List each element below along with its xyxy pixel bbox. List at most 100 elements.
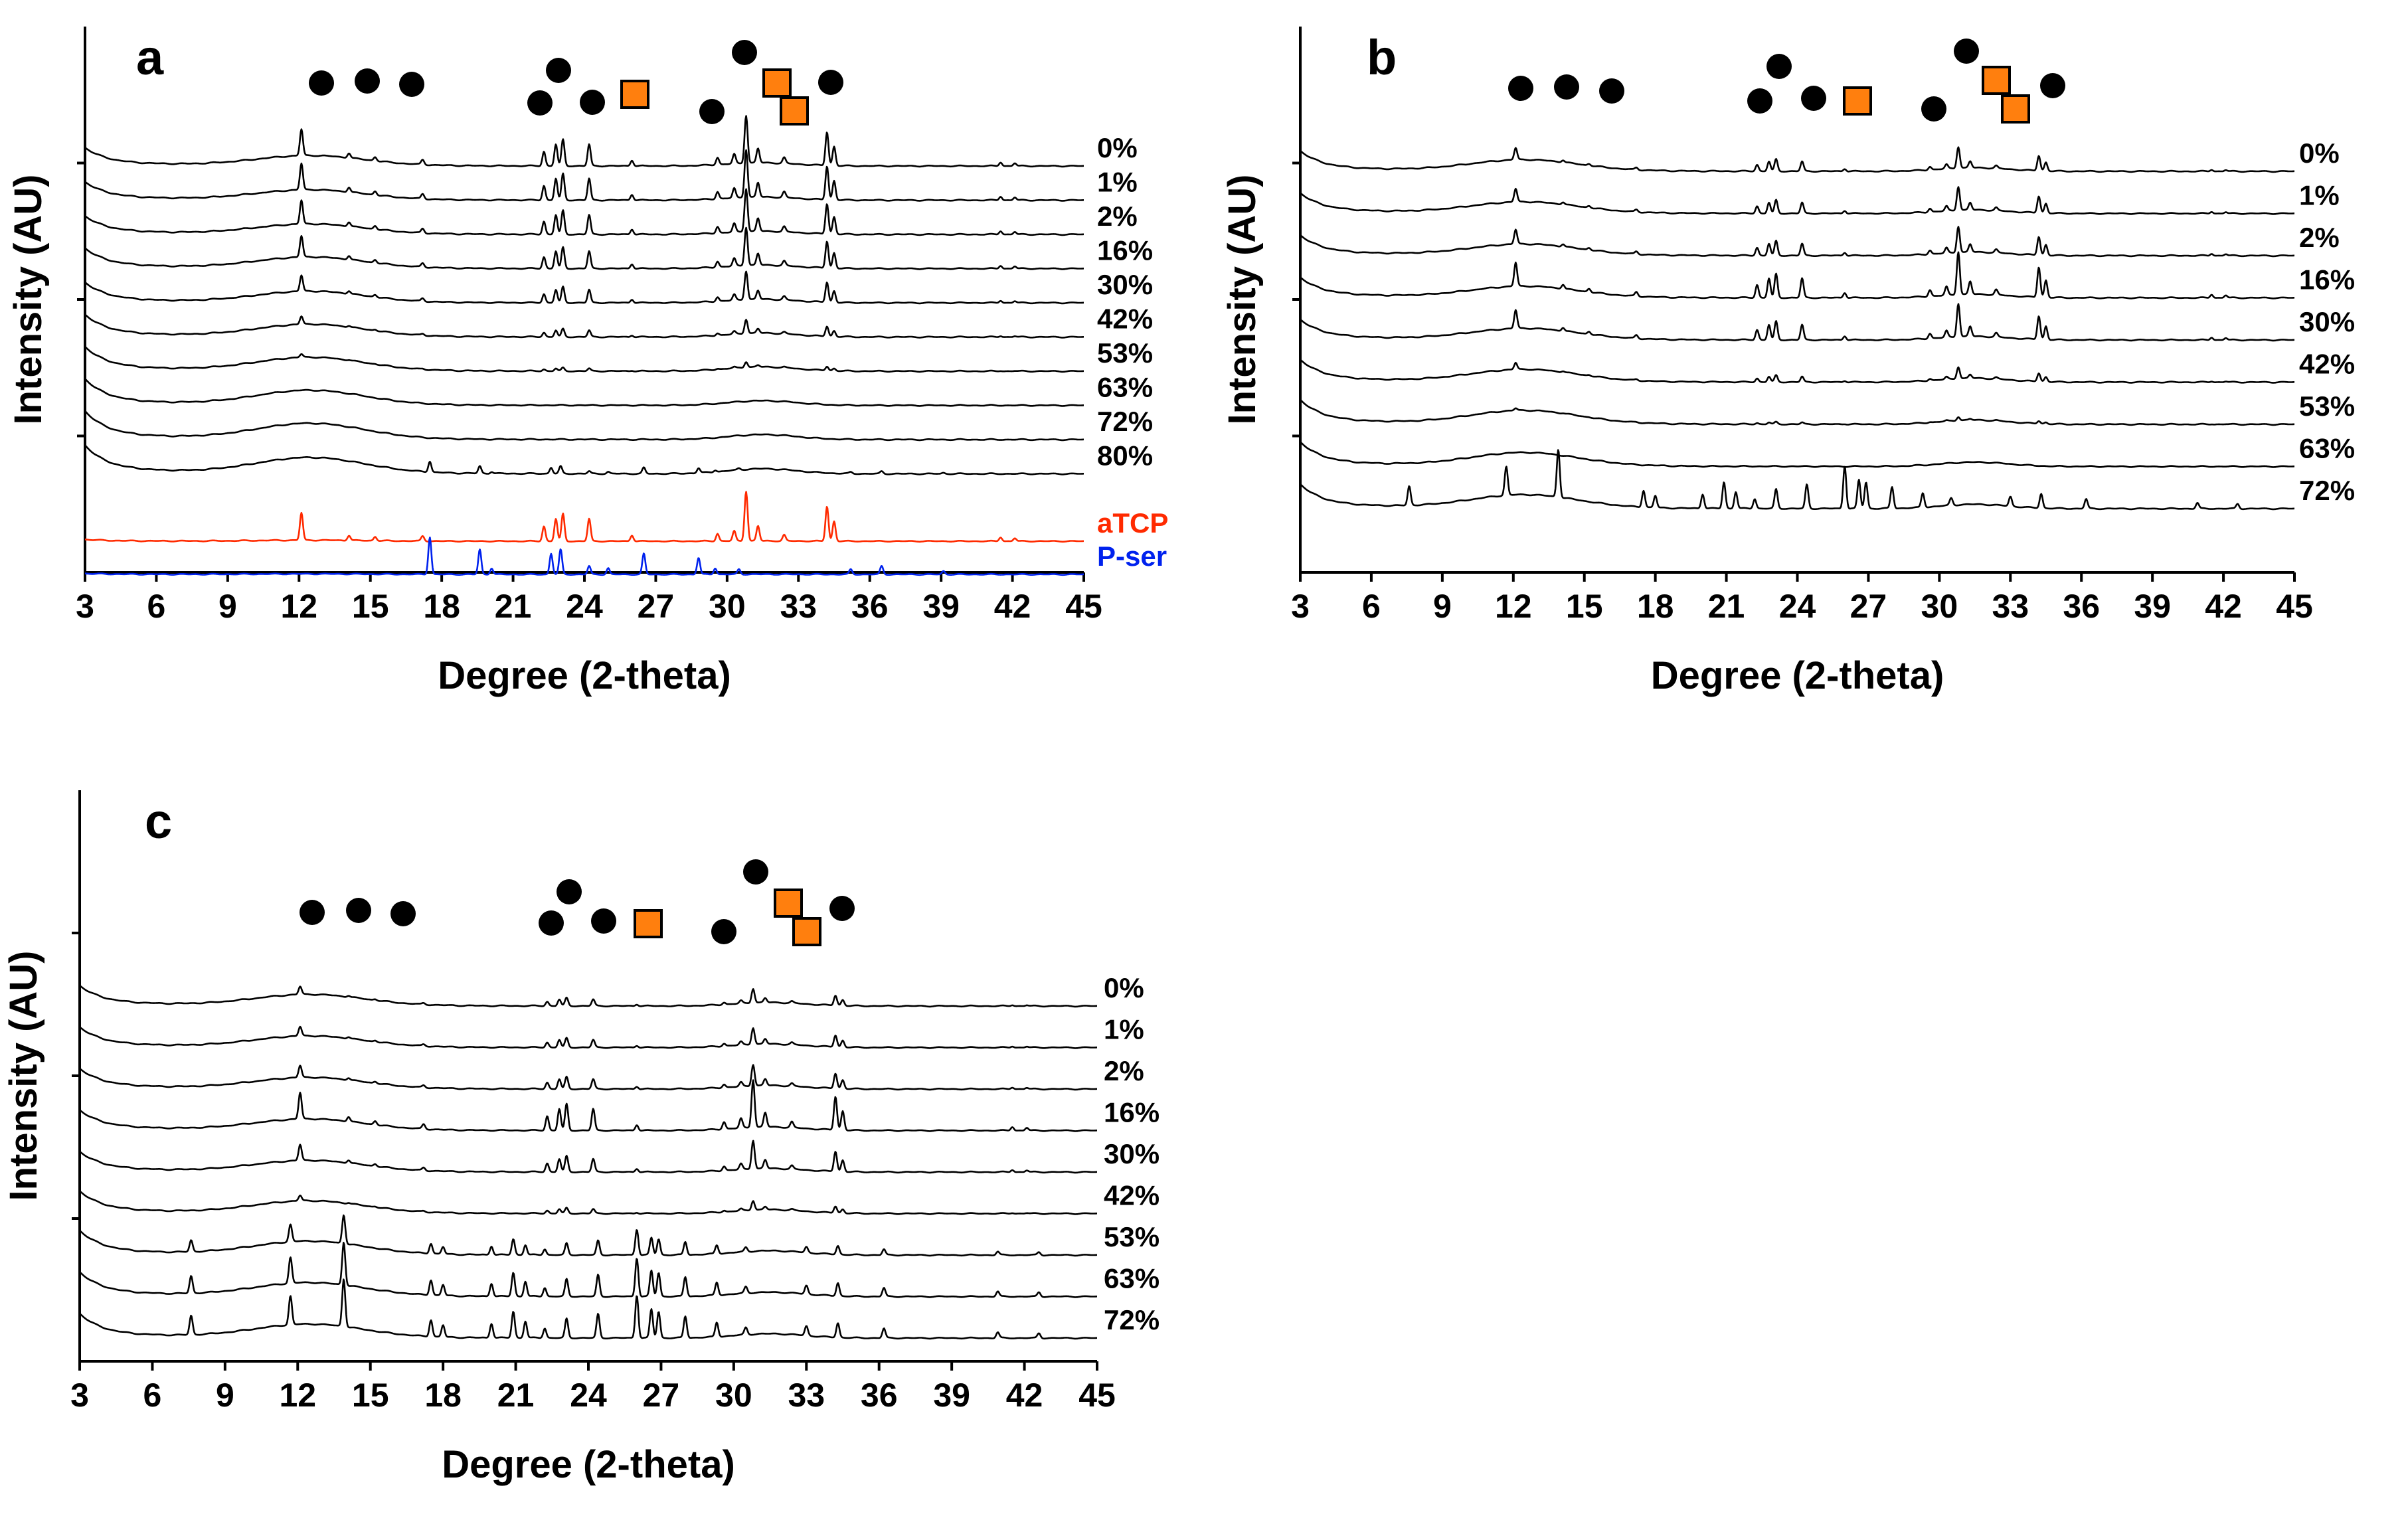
phase-marker-circle: [1599, 78, 1624, 104]
phase-marker-circle: [1747, 88, 1772, 114]
x-tick-label: 15: [1566, 588, 1603, 625]
phase-marker-circle: [390, 901, 416, 926]
phase-marker-circle: [743, 859, 768, 885]
panel-label: a: [136, 30, 164, 85]
x-tick-label: 42: [994, 588, 1031, 625]
phase-marker-circle: [591, 908, 616, 934]
phase-marker-circle: [309, 70, 334, 96]
trace-label: aTCP: [1097, 507, 1168, 539]
x-tick-label: 33: [788, 1377, 825, 1414]
trace-label: 2%: [2299, 222, 2340, 253]
trace-b-63pct: [1300, 441, 2295, 468]
x-tick-label: 12: [1495, 588, 1532, 625]
trace-label: 16%: [2299, 264, 2355, 296]
x-tick-label: 27: [638, 588, 675, 625]
trace-c-30pct: [79, 1140, 1098, 1174]
x-tick-label: 42: [2205, 588, 2242, 625]
x-tick-label: 6: [1362, 588, 1381, 625]
trace-a-2pct: [84, 188, 1084, 236]
x-tick-label: 36: [2063, 588, 2100, 625]
phase-marker-circle: [829, 896, 855, 921]
x-tick-label: 9: [1433, 588, 1452, 625]
trace-a-P-ser: [84, 537, 1084, 576]
x-tick-label: 18: [423, 588, 460, 625]
trace-b-0pct: [1300, 146, 2295, 173]
trace-label: 0%: [2299, 137, 2340, 169]
x-tick-label: 45: [2276, 588, 2313, 625]
trace-label: P-ser: [1097, 541, 1167, 572]
phase-marker-circle: [300, 900, 325, 925]
trace-label: 63%: [2299, 433, 2355, 464]
trace-b-42pct: [1300, 359, 2295, 384]
y-axis-title: Intensity (AU): [7, 175, 50, 425]
trace-label: 63%: [1097, 372, 1153, 403]
x-tick-label: 3: [76, 588, 94, 625]
trace-a-63pct: [84, 378, 1084, 407]
x-tick-label: 45: [1065, 588, 1102, 625]
trace-b-16pct: [1300, 251, 2295, 299]
trace-label: 80%: [1097, 440, 1153, 471]
trace-b-30pct: [1300, 303, 2295, 342]
trace-label: 42%: [1097, 303, 1153, 335]
trace-c-2pct: [79, 1064, 1098, 1091]
x-tick-label: 21: [1708, 588, 1745, 625]
trace-label: 30%: [1104, 1138, 1160, 1169]
trace-b-1pct: [1300, 186, 2295, 215]
x-tick-label: 12: [280, 588, 317, 625]
phase-marker-circle: [1921, 96, 1946, 122]
x-tick-label: 27: [643, 1377, 680, 1414]
phase-marker-square: [620, 80, 649, 109]
trace-a-72pct: [84, 410, 1084, 442]
x-tick-label: 6: [143, 1377, 162, 1414]
phase-marker-circle: [527, 90, 553, 116]
trace-label: 72%: [1104, 1304, 1160, 1335]
trace-c-63pct: [79, 1242, 1098, 1298]
phase-marker-circle: [1801, 86, 1826, 111]
phase-marker-circle: [699, 99, 725, 124]
x-tick-label: 27: [1850, 588, 1887, 625]
phase-marker-circle: [711, 919, 736, 944]
x-tick-label: 39: [2134, 588, 2171, 625]
trace-c-16pct: [79, 1079, 1098, 1132]
phase-marker-circle: [546, 58, 571, 83]
phase-marker-circle: [346, 898, 371, 923]
x-tick-label: 42: [1006, 1377, 1043, 1414]
panel-label: b: [1367, 30, 1397, 85]
x-tick-label: 18: [1637, 588, 1674, 625]
trace-label: 16%: [1104, 1097, 1160, 1128]
phase-marker-circle: [355, 68, 380, 94]
phase-marker-circle: [732, 40, 757, 65]
trace-b-72pct: [1300, 449, 2295, 511]
x-tick-label: 30: [709, 588, 746, 625]
x-tick-label: 36: [861, 1377, 898, 1414]
trace-label: 53%: [1104, 1221, 1160, 1252]
x-tick-label: 24: [1779, 588, 1816, 625]
phase-marker-square: [1843, 86, 1872, 116]
x-tick-label: 9: [218, 588, 237, 625]
x-tick-label: 21: [497, 1377, 535, 1414]
phase-marker-square: [792, 917, 821, 946]
trace-a-aTCP: [84, 491, 1084, 543]
x-tick-label: 39: [922, 588, 960, 625]
panel-label: c: [145, 794, 172, 849]
trace-label: 1%: [1097, 167, 1138, 198]
phase-marker-circle: [539, 910, 564, 936]
x-tick-label: 36: [851, 588, 889, 625]
trace-label: 1%: [1104, 1014, 1144, 1045]
trace-label: 1%: [2299, 180, 2340, 211]
trace-b-2pct: [1300, 226, 2295, 258]
trace-label: 0%: [1104, 972, 1144, 1003]
trace-a-80pct: [84, 444, 1084, 475]
x-tick-label: 12: [279, 1377, 316, 1414]
trace-label: 2%: [1104, 1055, 1144, 1086]
x-tick-label: 24: [570, 1377, 607, 1414]
phase-marker-circle: [1508, 76, 1533, 101]
x-axis-title: Degree (2-theta): [438, 654, 731, 697]
trace-c-42pct: [79, 1190, 1098, 1215]
phase-marker-circle: [557, 879, 582, 904]
trace-a-53pct: [84, 345, 1084, 373]
x-tick-label: 21: [495, 588, 532, 625]
